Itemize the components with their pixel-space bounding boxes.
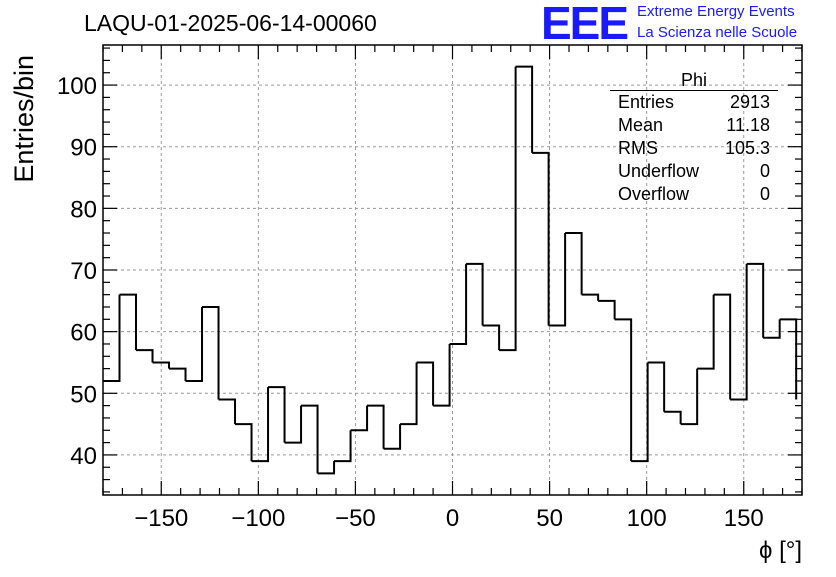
histogram-bin xyxy=(746,262,765,338)
histogram-bin xyxy=(697,294,715,370)
histogram-bin xyxy=(152,361,171,369)
y-tick-label: 60 xyxy=(70,320,97,347)
eee-logo: EEE xyxy=(541,0,629,49)
y-tick-label: 70 xyxy=(70,258,97,285)
histogram-bin xyxy=(202,305,220,400)
histogram-bin xyxy=(400,362,418,426)
y-tick-label: 100 xyxy=(57,73,97,100)
x-tick-label: −50 xyxy=(335,505,376,532)
histogram-bin xyxy=(548,233,567,327)
stats-label: Overflow xyxy=(618,184,690,204)
histogram-bin xyxy=(581,293,600,301)
y-tick-label: 80 xyxy=(70,196,97,223)
histogram-series xyxy=(103,65,798,475)
histogram-bin xyxy=(136,349,154,363)
stats-title: Phi xyxy=(610,70,778,91)
y-tick-label: 50 xyxy=(70,381,97,408)
axis-labels: Entries/bin ϕ [°] xyxy=(9,55,802,564)
stats-label: Entries xyxy=(618,92,675,112)
x-tick-label: 150 xyxy=(724,505,764,532)
y-axis-label: Entries/bin xyxy=(9,55,39,183)
histogram-bin xyxy=(433,343,451,407)
y-tick-label: 40 xyxy=(70,443,97,470)
histogram-bin xyxy=(466,262,484,326)
histogram-bin xyxy=(284,405,303,444)
stats-label: Underflow xyxy=(618,161,700,181)
stats-value: 105.3 xyxy=(724,138,770,158)
x-tick-label: 0 xyxy=(446,505,459,532)
histogram-bin xyxy=(317,461,336,475)
x-axis-label: ϕ [°] xyxy=(759,537,802,564)
histogram-bin xyxy=(301,404,319,474)
stats-value: 2913 xyxy=(729,92,770,112)
x-tick-label: 100 xyxy=(627,505,667,532)
histogram-bin xyxy=(664,410,682,425)
stats-row: Entries 2913 xyxy=(610,91,778,114)
chart-title: LAQU-01-2025-06-14-00060 xyxy=(84,10,377,36)
x-tick-label: 50 xyxy=(536,505,563,532)
histogram-bin xyxy=(763,319,781,339)
histogram-bin xyxy=(350,405,369,432)
histogram-bin xyxy=(499,66,517,352)
stats-row: Underflow 0 xyxy=(610,160,778,183)
histogram-bin xyxy=(268,386,286,443)
histogram-bin xyxy=(119,293,138,351)
logo-line-1: Extreme Energy Events xyxy=(637,3,795,20)
histogram-bin xyxy=(185,306,204,382)
stats-row: Mean 11.18 xyxy=(610,114,778,137)
y-tick-label: 90 xyxy=(70,135,97,162)
axis-ticks: −150 −100 −50 0 50 100 150 40 50 60 70 80 90 100 xyxy=(57,45,803,532)
histogram-bin xyxy=(383,424,402,450)
histogram-bin xyxy=(515,65,534,153)
histogram-bin xyxy=(730,263,748,401)
stats-value: 0 xyxy=(759,161,770,181)
histogram-bin xyxy=(103,294,121,382)
stats-row: Overflow 0 xyxy=(610,183,778,206)
logo-line-2: La Scienza nelle Scuole xyxy=(637,24,798,41)
x-tick-label: −150 xyxy=(134,505,188,532)
histogram-bin xyxy=(482,324,501,351)
stats-label: Mean xyxy=(618,115,664,135)
histogram-bin xyxy=(235,423,253,462)
histogram-bin xyxy=(532,151,550,326)
stats-value: 0 xyxy=(759,184,770,204)
histogram-bin xyxy=(680,368,699,426)
stats-value: 11.18 xyxy=(726,115,770,135)
stats-label: RMS xyxy=(618,138,658,158)
histogram-bin xyxy=(449,263,468,345)
histogram-bin xyxy=(647,361,666,412)
histogram-bin xyxy=(218,398,237,425)
stats-box: Phi Entries 2913 Mean 11.18 RMS 105.3 Un… xyxy=(610,70,778,206)
histogram-bin xyxy=(251,387,270,463)
histogram-bin xyxy=(598,299,616,320)
histogram-bin xyxy=(614,318,633,462)
histogram-bin xyxy=(367,404,385,449)
histogram-bin xyxy=(565,232,583,295)
histogram-bin xyxy=(416,361,435,406)
histogram-bin xyxy=(713,293,732,400)
histogram-bin xyxy=(631,362,649,463)
x-tick-label: −100 xyxy=(231,505,285,532)
histogram-bin xyxy=(169,367,187,381)
stats-row: RMS 105.3 xyxy=(610,137,778,160)
histogram-bin xyxy=(334,430,352,463)
